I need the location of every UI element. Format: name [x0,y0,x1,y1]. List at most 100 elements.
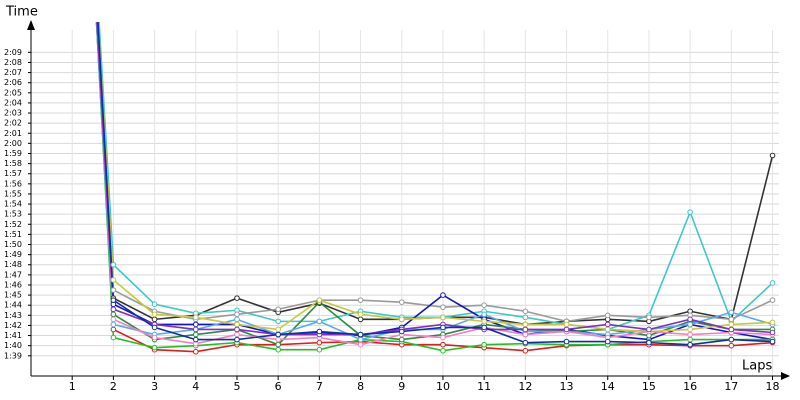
data-point [687,316,693,323]
data-point [110,316,117,323]
data-point [522,308,529,315]
y-tick-label: 1:49 [4,250,22,259]
data-point [234,326,240,333]
x-arrow [781,372,790,380]
data-point [110,321,117,328]
data-point [522,326,529,333]
data-point [275,346,281,353]
y-tick-label: 1:40 [4,341,22,350]
y-tick-label: 1:55 [4,189,22,198]
x-tick-label: 3 [151,380,158,393]
data-point [110,306,117,313]
data-point [440,341,446,348]
y-tick-label: 2:01 [4,129,22,138]
y-arrow [27,20,35,30]
data-point [398,328,405,335]
data-point [110,311,117,318]
data-point [563,326,570,333]
data-point [728,326,735,333]
x-tick-label: 18 [766,380,780,393]
y-tick-label: 1:53 [4,210,22,219]
y-tick-label: 1:51 [4,230,22,239]
data-point [398,336,405,343]
y-tick-label: 1:46 [4,280,22,289]
y-tick-label: 1:50 [4,240,22,249]
y-tick-label: 1:56 [4,179,22,188]
x-tick-label: 15 [642,380,656,393]
y-tick-label: 1:43 [4,311,22,320]
data-point [357,311,364,318]
x-tick-label: 11 [477,380,491,393]
data-point [604,312,611,319]
data-point [769,338,776,345]
data-point [398,316,405,323]
data-point [357,331,364,338]
data-point [563,338,570,345]
x-tick-label: 4 [192,380,199,393]
series-line [96,22,774,326]
x-tick-label: 13 [560,380,574,393]
data-point [481,311,487,318]
data-point [151,316,158,323]
data-point [316,318,323,325]
data-point [110,277,117,283]
data-point [687,331,693,338]
data-point [192,331,199,338]
data-point [687,321,693,328]
data-point [357,297,364,303]
series-line [96,22,773,346]
x-tick-label: 17 [724,380,738,393]
x-tick-label: 9 [398,380,405,393]
y-tick-label: 1:58 [4,159,22,168]
data-point [440,324,446,331]
series-line [96,22,773,323]
y-tick-label: 2:07 [4,68,22,77]
data-point [522,321,529,328]
data-point [481,341,487,348]
data-point [522,331,529,338]
y-tick-label: 1:52 [4,220,22,229]
data-point [192,348,199,355]
data-point [275,341,281,348]
data-point [769,319,776,326]
x-tick-label: 12 [518,380,532,393]
y-tick-label: 1:57 [4,169,22,178]
x-tick-label: 14 [601,380,615,393]
y-tick-label: 2:06 [4,78,22,87]
data-point [316,339,323,346]
data-point [646,314,652,321]
y-tick-label: 2:02 [4,119,22,128]
y-tick-label: 1:54 [4,200,22,209]
x-tick-label: 7 [316,380,323,393]
y-tick-label: 1:45 [4,291,22,300]
x-tick-label: 8 [357,380,364,393]
data-point [275,331,281,338]
series-line [95,22,773,341]
data-point [604,338,611,345]
data-point [440,304,446,311]
data-point [563,321,570,328]
data-point [316,346,323,353]
data-point [769,329,776,336]
data-point [110,261,117,268]
data-point [769,297,776,303]
data-point [687,209,693,215]
data-point [192,321,199,328]
y-tick-label: 2:00 [4,139,22,148]
data-point [522,347,529,354]
data-point [110,334,117,341]
axes [27,20,790,380]
data-point [769,280,776,286]
data-point [151,301,158,307]
data-point [192,336,199,343]
data-point [398,299,405,305]
series-line [95,22,773,353]
data-point [110,297,117,303]
data-point [234,321,240,328]
data-point [687,336,693,343]
data-point [275,326,281,333]
data-point [275,318,281,325]
data-point [234,331,240,338]
series-line [95,22,773,352]
